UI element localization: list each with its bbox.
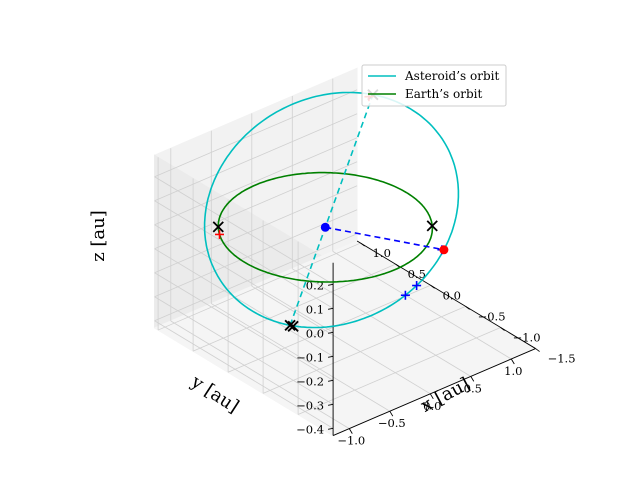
perihelion-x-marker-2 — [287, 320, 299, 332]
x-tick-label-mark — [389, 410, 394, 417]
sun-to-node-line — [325, 226, 445, 251]
legend-label-asteroid: Asteroid’s orbit — [404, 69, 499, 83]
x-tick-label: 1.0 — [504, 364, 522, 378]
grid-line-z-back — [154, 137, 358, 226]
y-tick-label: 1.0 — [373, 246, 391, 260]
grid-line-y-floor — [227, 284, 431, 373]
z-tick-label-mark — [328, 379, 334, 382]
grid-line-y-floor — [262, 305, 466, 394]
grid-line-x-floor — [332, 251, 512, 360]
z-tick-label-mark — [328, 355, 334, 358]
x-tick-label-mark — [429, 393, 434, 400]
y-tick-label-mark — [535, 348, 540, 352]
x-tick-label: −1.0 — [337, 434, 365, 448]
grid-line-z-side — [154, 320, 334, 429]
grid-line-x-floor — [170, 320, 350, 429]
grid-line-z-back — [154, 89, 358, 178]
y-tick-label: −1.0 — [513, 330, 541, 344]
grid-line-x-floor — [292, 268, 472, 377]
z-axis-label: z [au] — [88, 210, 109, 262]
legend: Asteroid’s orbit Earth’s orbit — [361, 64, 507, 107]
x-axis-line — [332, 348, 536, 436]
y-axis-label: y [au] — [187, 371, 243, 418]
node-dot — [439, 245, 449, 255]
z-tick-label: 0.1 — [306, 302, 324, 316]
x-tick-label: −0.5 — [378, 416, 406, 430]
z-tick-label-mark — [328, 331, 334, 334]
axis-lines — [332, 240, 536, 436]
legend-frame — [361, 64, 507, 107]
x-tick-label-mark — [470, 376, 475, 382]
earth-x-marker-right — [426, 220, 438, 232]
grid-line-z-side — [154, 272, 334, 381]
grid-line-z-back — [154, 233, 358, 322]
grid-line-z-back — [154, 161, 358, 250]
grid-line-x-floor — [251, 285, 431, 395]
legend-label-earth: Earth’s orbit — [405, 87, 482, 101]
grid-line-z-side — [154, 224, 334, 333]
apsides-line — [289, 94, 374, 326]
grid-line-z-side — [154, 296, 334, 405]
y-tick-label: −1.5 — [548, 352, 576, 366]
z-tick-label: 0.0 — [306, 326, 324, 340]
y-tick-label-mark — [465, 305, 470, 310]
y-tick-label: 0.5 — [408, 267, 426, 281]
x-tick-label: 0.5 — [464, 381, 482, 395]
grid-line-z-side — [154, 248, 334, 357]
grid-line-x-floor — [211, 303, 391, 412]
y-tick-label-mark — [430, 284, 435, 289]
x-tick-label-mark — [348, 428, 353, 434]
earth-x-marker-left — [212, 221, 224, 233]
y-axis-line — [356, 240, 536, 349]
sun-dot — [320, 222, 330, 232]
y-tick-label-mark — [500, 327, 505, 331]
z-tick-label-mark — [328, 283, 334, 286]
z-tick-label: −0.4 — [296, 422, 324, 436]
y-tick-label: −0.5 — [478, 309, 506, 323]
y-tick-label-mark — [395, 263, 400, 268]
earth-plus-marker-left — [215, 229, 225, 239]
y-tick-label: 0.0 — [443, 288, 461, 302]
asteroid-plus-marker-1 — [400, 290, 410, 300]
grid-line-z-side — [154, 200, 334, 309]
x-tick-label-mark — [510, 358, 515, 365]
z-tick-label-mark — [328, 403, 334, 406]
grid-line-y-floor — [157, 242, 361, 331]
x-tick-label: 0.0 — [423, 399, 441, 413]
grid-line-z-side — [154, 176, 334, 285]
z-tick-label: −0.2 — [296, 374, 324, 388]
z-tick-label-mark — [328, 427, 334, 430]
z-tick-label: −0.1 — [296, 350, 324, 364]
z-tick-label: −0.3 — [296, 398, 324, 412]
asteroid-plus-marker-2 — [412, 281, 422, 291]
grid-line-y-floor — [297, 327, 501, 415]
gridlines — [154, 78, 536, 436]
grid-line-z-back — [154, 113, 358, 202]
z-tick-label-mark — [328, 307, 334, 310]
grid-line-z-back — [154, 185, 358, 274]
perihelion-x-marker — [284, 319, 296, 331]
y-tick-label-mark — [360, 242, 365, 247]
